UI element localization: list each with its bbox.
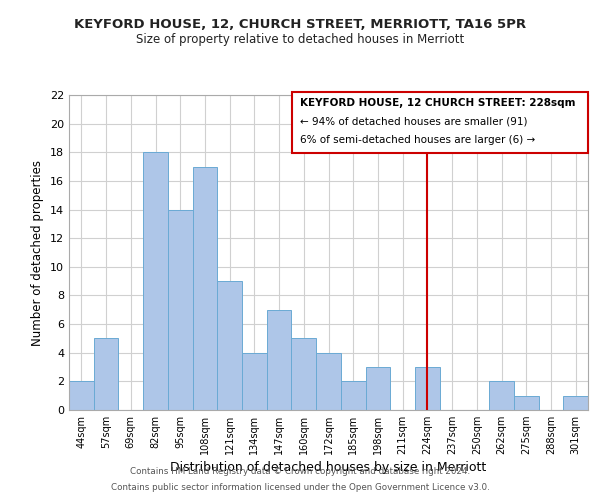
Bar	[217, 281, 242, 410]
Bar	[365, 367, 390, 410]
Text: 6% of semi-detached houses are larger (6) →: 6% of semi-detached houses are larger (6…	[300, 136, 535, 145]
Text: KEYFORD HOUSE, 12, CHURCH STREET, MERRIOTT, TA16 5PR: KEYFORD HOUSE, 12, CHURCH STREET, MERRIO…	[74, 18, 526, 30]
Bar	[489, 382, 514, 410]
FancyBboxPatch shape	[292, 92, 588, 154]
Bar	[168, 210, 193, 410]
Bar	[415, 367, 440, 410]
Text: Contains public sector information licensed under the Open Government Licence v3: Contains public sector information licen…	[110, 483, 490, 492]
Text: ← 94% of detached houses are smaller (91): ← 94% of detached houses are smaller (91…	[300, 116, 527, 126]
Bar	[341, 382, 365, 410]
Bar	[267, 310, 292, 410]
Bar	[193, 166, 217, 410]
Bar	[514, 396, 539, 410]
Bar	[316, 352, 341, 410]
Text: Contains HM Land Registry data © Crown copyright and database right 2024.: Contains HM Land Registry data © Crown c…	[130, 467, 470, 476]
Y-axis label: Number of detached properties: Number of detached properties	[31, 160, 44, 346]
Bar	[563, 396, 588, 410]
X-axis label: Distribution of detached houses by size in Merriott: Distribution of detached houses by size …	[170, 462, 487, 474]
Bar	[242, 352, 267, 410]
Text: KEYFORD HOUSE, 12 CHURCH STREET: 228sqm: KEYFORD HOUSE, 12 CHURCH STREET: 228sqm	[300, 98, 575, 108]
Bar	[69, 382, 94, 410]
Bar	[292, 338, 316, 410]
Bar	[143, 152, 168, 410]
Bar	[94, 338, 118, 410]
Text: Size of property relative to detached houses in Merriott: Size of property relative to detached ho…	[136, 32, 464, 46]
